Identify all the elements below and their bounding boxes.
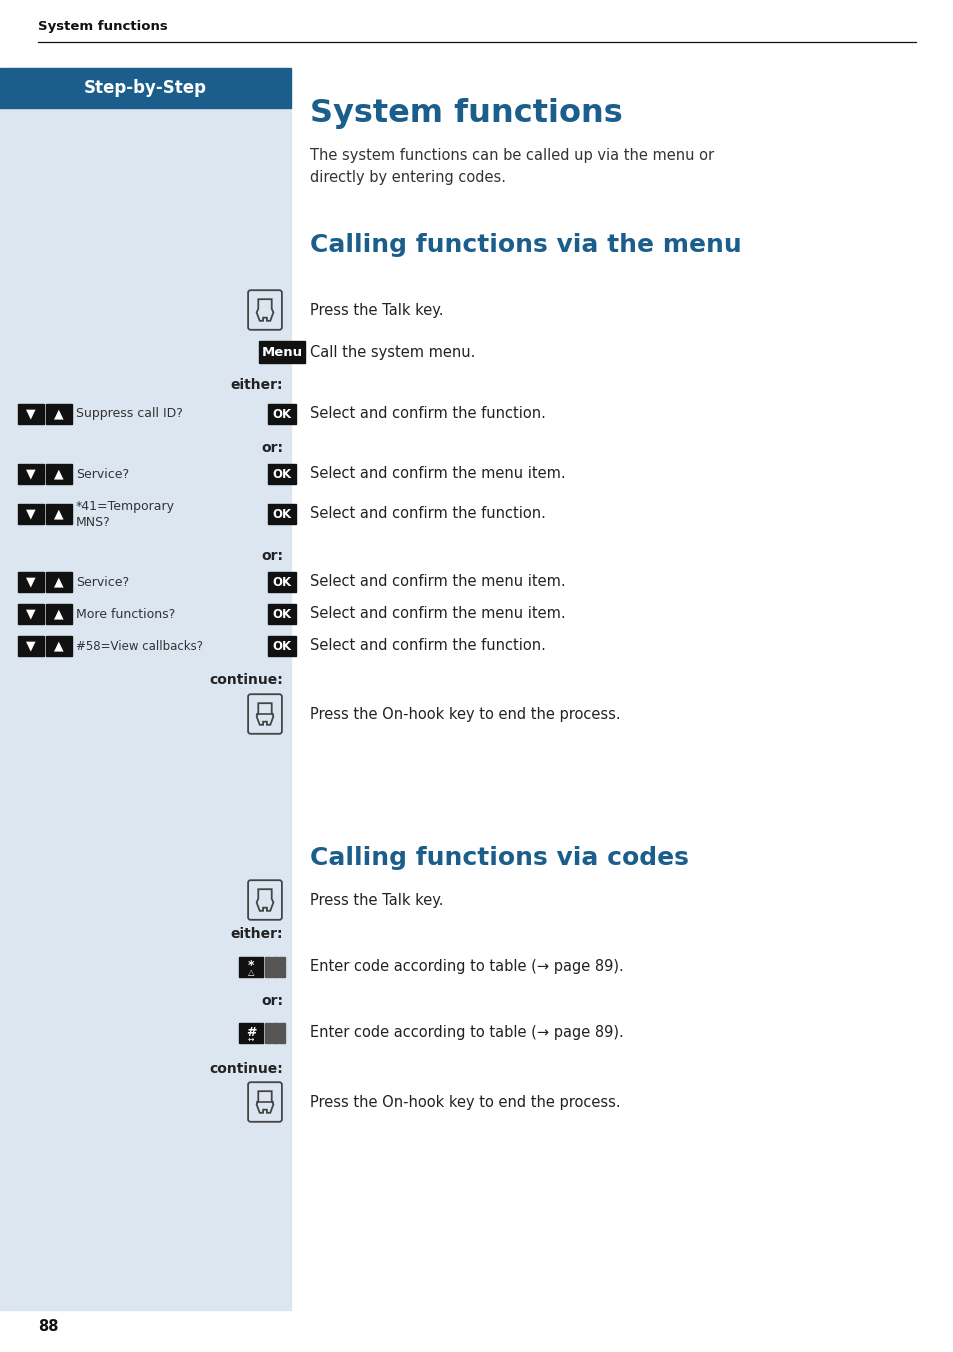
Bar: [18, 635, 44, 656]
Text: either:: either:: [231, 927, 283, 941]
Text: OK: OK: [273, 607, 292, 621]
Text: ▼: ▼: [26, 507, 36, 521]
Bar: [18, 504, 44, 525]
Bar: [258, 341, 305, 362]
Bar: [268, 404, 295, 425]
Text: Menu: Menu: [261, 346, 302, 358]
Text: 88: 88: [38, 1320, 58, 1334]
Bar: [268, 604, 295, 625]
Text: ▲: ▲: [54, 639, 64, 653]
Bar: [272, 1023, 277, 1029]
Text: ▲: ▲: [54, 407, 64, 420]
Text: Calling functions via codes: Calling functions via codes: [310, 846, 688, 869]
Bar: [18, 572, 44, 592]
Bar: [46, 604, 71, 625]
Text: Select and confirm the function.: Select and confirm the function.: [310, 638, 545, 653]
Text: ↔: ↔: [248, 1034, 253, 1044]
Bar: [265, 1030, 271, 1036]
Text: Select and confirm the menu item.: Select and confirm the menu item.: [310, 466, 565, 481]
Text: Select and confirm the menu item.: Select and confirm the menu item.: [310, 607, 565, 622]
Text: ▲: ▲: [54, 576, 64, 588]
Text: ▼: ▼: [26, 407, 36, 420]
Text: ▲: ▲: [54, 507, 64, 521]
Bar: [279, 1030, 285, 1036]
Bar: [265, 972, 271, 977]
Text: ▼: ▼: [26, 639, 36, 653]
Text: *: *: [248, 960, 254, 972]
Bar: [265, 957, 271, 963]
Bar: [46, 504, 71, 525]
Bar: [268, 572, 295, 592]
Text: or:: or:: [261, 549, 283, 562]
Bar: [272, 972, 277, 977]
Text: OK: OK: [273, 407, 292, 420]
Bar: [265, 964, 271, 969]
Bar: [279, 964, 285, 969]
Text: ▲: ▲: [54, 468, 64, 480]
Bar: [272, 964, 277, 969]
Text: System functions: System functions: [310, 97, 622, 128]
Bar: [279, 957, 285, 963]
Bar: [0, 108, 291, 1310]
Text: Select and confirm the function.: Select and confirm the function.: [310, 407, 545, 422]
Text: Press the On-hook key to end the process.: Press the On-hook key to end the process…: [310, 707, 620, 722]
Text: △: △: [248, 968, 254, 977]
Text: continue:: continue:: [209, 673, 283, 687]
Bar: [46, 464, 71, 484]
Text: ▼: ▼: [26, 607, 36, 621]
Bar: [46, 572, 71, 592]
Text: Press the On-hook key to end the process.: Press the On-hook key to end the process…: [310, 1095, 620, 1110]
Text: Press the Talk key.: Press the Talk key.: [310, 892, 443, 907]
Bar: [18, 404, 44, 425]
Bar: [239, 1023, 263, 1042]
Bar: [272, 957, 277, 963]
Bar: [265, 1023, 271, 1029]
Text: OK: OK: [273, 507, 292, 521]
Text: OK: OK: [273, 576, 292, 588]
Bar: [272, 1030, 277, 1036]
Text: OK: OK: [273, 639, 292, 653]
Text: continue:: continue:: [209, 1063, 283, 1076]
Text: OK: OK: [273, 468, 292, 480]
Bar: [46, 635, 71, 656]
Text: Service?: Service?: [76, 576, 129, 588]
Text: ▼: ▼: [26, 468, 36, 480]
Bar: [0, 68, 291, 108]
Bar: [18, 604, 44, 625]
Text: ▲: ▲: [54, 607, 64, 621]
Text: Select and confirm the function.: Select and confirm the function.: [310, 507, 545, 522]
Text: Press the Talk key.: Press the Talk key.: [310, 303, 443, 318]
Text: Step-by-Step: Step-by-Step: [84, 78, 207, 97]
Bar: [279, 1037, 285, 1044]
Bar: [46, 404, 71, 425]
Text: Suppress call ID?: Suppress call ID?: [76, 407, 183, 420]
Bar: [268, 635, 295, 656]
Bar: [239, 957, 263, 977]
Text: either:: either:: [231, 379, 283, 392]
Bar: [279, 1023, 285, 1029]
Text: More functions?: More functions?: [76, 607, 175, 621]
Text: #58=View callbacks?: #58=View callbacks?: [76, 639, 203, 653]
Text: Call the system menu.: Call the system menu.: [310, 345, 475, 360]
Text: or:: or:: [261, 994, 283, 1009]
Text: *41=Temporary
MNS?: *41=Temporary MNS?: [76, 500, 174, 530]
Text: System functions: System functions: [38, 20, 168, 32]
Text: Calling functions via the menu: Calling functions via the menu: [310, 233, 741, 257]
Text: Enter code according to table (→ page 89).: Enter code according to table (→ page 89…: [310, 1026, 623, 1041]
Text: Select and confirm the menu item.: Select and confirm the menu item.: [310, 575, 565, 589]
Bar: [18, 464, 44, 484]
Bar: [268, 464, 295, 484]
Text: or:: or:: [261, 441, 283, 456]
Bar: [279, 972, 285, 977]
Bar: [268, 504, 295, 525]
Text: Service?: Service?: [76, 468, 129, 480]
Bar: [272, 1037, 277, 1044]
Text: The system functions can be called up via the menu or
directly by entering codes: The system functions can be called up vi…: [310, 147, 714, 185]
Bar: [265, 1037, 271, 1044]
Text: Enter code according to table (→ page 89).: Enter code according to table (→ page 89…: [310, 960, 623, 975]
Text: #: #: [246, 1026, 256, 1038]
Text: ▼: ▼: [26, 576, 36, 588]
